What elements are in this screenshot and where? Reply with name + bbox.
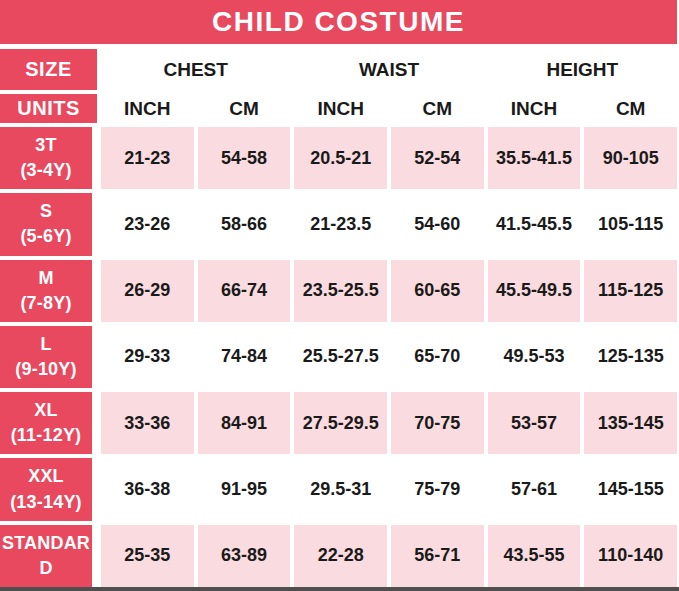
value-cell: 56-71	[391, 525, 484, 587]
value-cell: 54-58	[198, 127, 291, 189]
value-cell: 25-35	[101, 525, 194, 587]
column-group-waist: WAIST	[294, 49, 483, 90]
size-chart-table: SIZE CHEST WAIST HEIGHT UNITS INCH CM IN…	[0, 49, 677, 587]
size-name: M	[38, 266, 53, 291]
value-cell: 135-145	[584, 392, 677, 454]
value-cell: 75-79	[391, 458, 484, 520]
size-cell-xxl: XXL (13-14Y)	[0, 458, 92, 520]
size-name: STANDARD	[0, 531, 92, 581]
value-cell: 91-95	[198, 458, 291, 520]
value-cell: 33-36	[101, 392, 194, 454]
value-cell: 57-61	[488, 458, 581, 520]
value-cell: 145-155	[584, 458, 677, 520]
value-cell: 25.5-27.5	[294, 326, 387, 388]
unit-header-chest-cm: CM	[198, 94, 291, 123]
value-cell: 60-65	[391, 260, 484, 322]
value-cell: 22-28	[294, 525, 387, 587]
value-cell: 110-140	[584, 525, 677, 587]
size-age: (5-6Y)	[20, 224, 71, 249]
size-cell-l: L (9-10Y)	[0, 326, 92, 388]
title-banner: CHILD COSTUME	[0, 0, 677, 44]
size-cell-standard: STANDARD	[0, 525, 92, 587]
size-cell-3t: 3T (3-4Y)	[0, 127, 92, 189]
size-name: XL	[34, 398, 57, 423]
value-cell: 43.5-55	[488, 525, 581, 587]
size-name: S	[40, 199, 52, 224]
value-cell: 23-26	[101, 193, 194, 255]
value-cell: 41.5-45.5	[488, 193, 581, 255]
value-cell: 35.5-41.5	[488, 127, 581, 189]
size-name: XXL	[28, 464, 64, 489]
size-age: (3-4Y)	[20, 158, 71, 183]
value-cell: 36-38	[101, 458, 194, 520]
value-cell: 29-33	[101, 326, 194, 388]
value-cell: 90-105	[584, 127, 677, 189]
bottom-edge-divider	[0, 587, 679, 591]
column-group-height: HEIGHT	[488, 49, 677, 90]
value-cell: 125-135	[584, 326, 677, 388]
value-cell: 29.5-31	[294, 458, 387, 520]
value-cell: 26-29	[101, 260, 194, 322]
value-cell: 84-91	[198, 392, 291, 454]
value-cell: 21-23.5	[294, 193, 387, 255]
size-age: (7-8Y)	[20, 291, 71, 316]
column-group-chest: CHEST	[101, 49, 290, 90]
size-cell-s: S (5-6Y)	[0, 193, 92, 255]
value-cell: 66-74	[198, 260, 291, 322]
units-column-header: UNITS	[0, 94, 97, 123]
value-cell: 45.5-49.5	[488, 260, 581, 322]
size-age: (9-10Y)	[15, 357, 76, 382]
unit-header-waist-inch: INCH	[294, 94, 387, 123]
value-cell: 70-75	[391, 392, 484, 454]
value-cell: 23.5-25.5	[294, 260, 387, 322]
size-cell-xl: XL (11-12Y)	[0, 392, 92, 454]
value-cell: 27.5-29.5	[294, 392, 387, 454]
unit-header-height-cm: CM	[584, 94, 677, 123]
size-age: (13-14Y)	[10, 490, 82, 515]
value-cell: 63-89	[198, 525, 291, 587]
value-cell: 53-57	[488, 392, 581, 454]
unit-header-chest-inch: INCH	[101, 94, 194, 123]
value-cell: 105-115	[584, 193, 677, 255]
value-cell: 58-66	[198, 193, 291, 255]
value-cell: 65-70	[391, 326, 484, 388]
value-cell: 54-60	[391, 193, 484, 255]
size-chart-page: CHILD COSTUME SIZE CHEST WAIST HEIGHT UN…	[0, 0, 679, 591]
size-column-header: SIZE	[0, 49, 97, 90]
value-cell: 21-23	[101, 127, 194, 189]
value-cell: 20.5-21	[294, 127, 387, 189]
value-cell: 52-54	[391, 127, 484, 189]
page-title: CHILD COSTUME	[212, 6, 465, 38]
value-cell: 115-125	[584, 260, 677, 322]
size-age: (11-12Y)	[11, 423, 82, 448]
size-name: L	[40, 332, 51, 357]
value-cell: 49.5-53	[488, 326, 581, 388]
size-name: 3T	[35, 133, 56, 158]
size-cell-m: M (7-8Y)	[0, 260, 92, 322]
unit-header-waist-cm: CM	[391, 94, 484, 123]
unit-header-height-inch: INCH	[488, 94, 581, 123]
value-cell: 74-84	[198, 326, 291, 388]
